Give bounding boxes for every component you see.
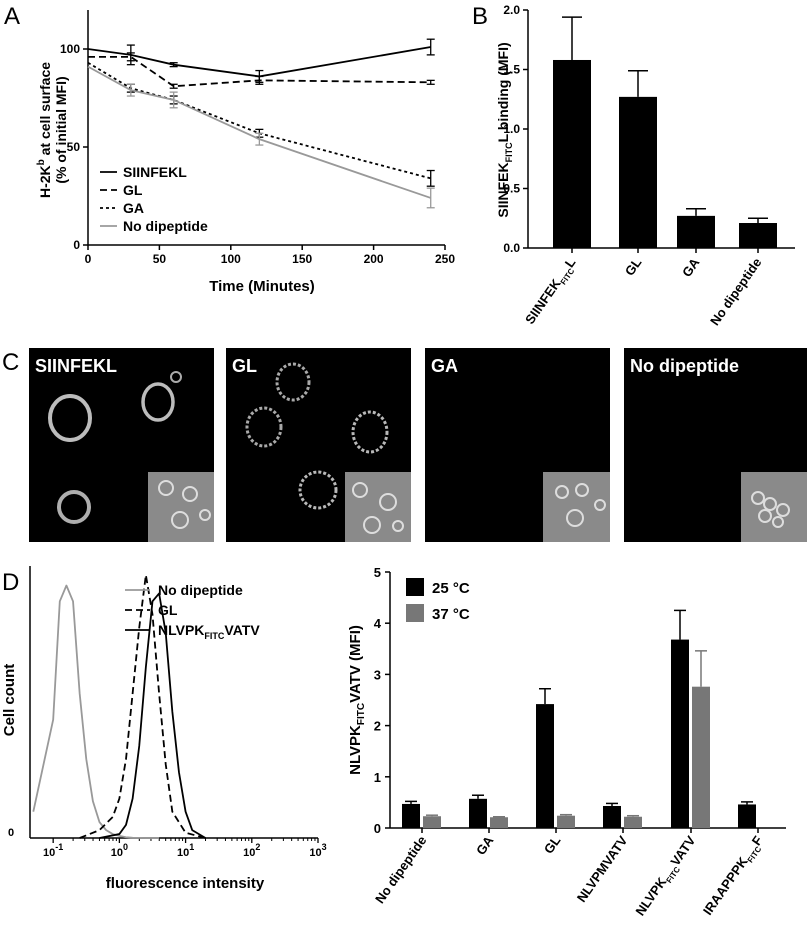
panel-b-bar: [619, 96, 657, 249]
panel-c-micrographs: SIINFEKL GL GA: [29, 348, 807, 542]
panel-d-hist-legend-label: NLVPKFITCVATV: [158, 622, 260, 641]
panel-a-xtick-label: 250: [435, 252, 455, 266]
panel-a-xtick-label: 50: [153, 252, 167, 266]
panel-a-xtick-label: 200: [364, 252, 384, 266]
panel-d-bar-legend-label: 37 °C: [432, 606, 470, 623]
panel-d-hist-xtick-label: 102: [243, 842, 260, 859]
panel-d-bar: [423, 816, 441, 828]
panel-d-bar-ytick-label: 2: [374, 719, 381, 734]
panel-d-bar-ytick-label: 1: [374, 770, 381, 785]
panel-b-bar: [739, 223, 777, 248]
panel-a-legend: SIINFEKL GL GA No dipeptide: [100, 164, 208, 234]
panel-b-ytick-label: 0.0: [503, 241, 520, 255]
panel-d-bar: [624, 816, 642, 828]
panel-b-category-label: No dipeptide: [707, 255, 764, 328]
panel-d-temperature-bar-chart: 0 1 2 3 4 5 NLVPKFITCVATV (MFI) No dipeptide G…: [347, 565, 786, 920]
micrograph-no-dipeptide-label: No dipeptide: [630, 356, 739, 376]
panel-d-hist-xtick-label: 103: [309, 842, 326, 859]
panel-d-histogram: 10-1 100 101 102 103 Cell count 0 fluorescen…: [1, 566, 327, 892]
panel-d-bar-category-label: GL: [541, 833, 564, 856]
panel-a-ytick-label: 100: [60, 42, 80, 56]
panel-b-binding-bar-chart: 0.0 0.5 1.0 1.5 2.0 SIINFEKFITCL binding (MF…: [495, 3, 795, 328]
panel-d-bar-ytick-label: 4: [374, 616, 382, 631]
panel-a-xtick-label: 0: [85, 252, 92, 266]
panel-d-hist-xtick-label: 100: [111, 842, 128, 859]
panel-d-bar-legend-swatch: [406, 578, 424, 596]
panel-a-legend-label: SIINFEKL: [123, 164, 187, 180]
panel-a-xtick-label: 150: [292, 252, 312, 266]
panel-d-bar-ytick-label: 0: [374, 821, 381, 836]
panel-letter-b: B: [472, 3, 488, 30]
panel-d-bar: [536, 704, 554, 828]
panel-d-bar-legend: 25 °C 37 °C: [406, 578, 470, 623]
panel-a-ylabel-line2: (% of initial MFI): [53, 76, 69, 183]
panel-d-bar-category-label: No dipeptide: [372, 833, 429, 906]
panel-d-bar: [603, 805, 621, 828]
panel-d-bar: [692, 686, 710, 828]
panel-d-hist-series-line: [99, 592, 206, 839]
panel-d-bar-category-label: NLVPKFITCVATV: [632, 833, 701, 920]
micrograph-ga-label: GA: [431, 356, 458, 376]
micrograph-ga-inset: [543, 472, 610, 542]
micrograph-gl: GL: [226, 348, 411, 542]
panel-a-legend-label: GA: [123, 200, 144, 216]
panel-d-bar-legend-swatch: [406, 604, 424, 622]
panel-b-ytick-label: 1.5: [503, 63, 520, 77]
panel-d-hist-legend-label: GL: [158, 602, 178, 618]
panel-d-hist-series-line: [32, 584, 160, 839]
panel-b-bar: [677, 215, 715, 248]
panel-d-bar: [671, 639, 689, 828]
panel-a-legend-label: No dipeptide: [123, 218, 208, 234]
micrograph-siinfekl-inset: [148, 472, 214, 542]
panel-d-bar-ylabel: NLVPKFITCVATV (MFI): [347, 625, 367, 775]
panel-a-legend-label: GL: [123, 182, 143, 198]
micrograph-gl-label: GL: [232, 356, 257, 376]
panel-d-bar: [557, 815, 575, 828]
panel-a-ytick-label: 0: [73, 238, 80, 252]
panel-b-ytick-label: 2.0: [503, 3, 520, 17]
panel-b-ytick-label: 1.0: [503, 122, 520, 136]
panel-d-bar: [738, 804, 756, 828]
panel-d-bar-ytick-label: 3: [374, 667, 381, 682]
panel-b-category-label: GA: [679, 255, 703, 280]
panel-letter-c: C: [2, 349, 19, 376]
panel-b-bar: [553, 59, 591, 249]
panel-d-hist-xlabel: fluorescence intensity: [106, 875, 265, 892]
panel-a-xlabel: Time (Minutes): [209, 278, 315, 295]
panel-b-ytick-label: 0.5: [503, 182, 520, 196]
panel-d-hist-legend-label: No dipeptide: [158, 582, 243, 598]
micrograph-siinfekl: SIINFEKL: [29, 348, 214, 542]
panel-d-bar-category-label: GA: [473, 833, 497, 858]
panel-d-hist-xtick-label: 10-1: [43, 842, 63, 859]
panel-d-hist-series-line: [79, 574, 206, 839]
panel-d-bar-legend-label: 25 °C: [432, 580, 470, 597]
panel-d-hist-xtick-label: 101: [177, 842, 194, 859]
panel-d-hist-ylabel: Cell count: [1, 664, 18, 737]
micrograph-no-dipeptide-inset: [741, 472, 807, 542]
panel-d-bar: [469, 798, 487, 828]
panel-a-ytick-label: 50: [67, 140, 81, 154]
panel-a-time-course-chart: 0 50 100 150 200 250 0 50 100 H-2Kb at cell surf…: [36, 10, 455, 295]
micrograph-siinfekl-label: SIINFEKL: [35, 356, 117, 376]
panel-b-category-label: SIINFEKFITCL: [522, 255, 581, 328]
panel-a-ylabel-line1: H-2Kb at cell surface: [36, 62, 53, 198]
panel-letter-a: A: [4, 3, 20, 30]
panel-b-category-label: GL: [622, 255, 645, 278]
panel-d-bar-category-label: IRAAPPPKFITCF: [700, 833, 768, 919]
micrograph-ga: GA: [425, 348, 610, 542]
panel-letter-d: D: [2, 569, 19, 596]
panel-a-xtick-label: 100: [221, 252, 241, 266]
panel-d-hist-ytick-0: 0: [8, 827, 14, 839]
panel-d-hist-legend: No dipeptide GL NLVPKFITCVATV: [125, 582, 260, 641]
panel-d-bar-category-label: NLVPMVATV: [574, 833, 631, 905]
panel-b-ylabel: SIINFEKFITCL binding (MFI): [495, 42, 514, 217]
micrograph-no-dipeptide: No dipeptide: [624, 348, 807, 542]
panel-d-bar-ytick-label: 5: [374, 565, 381, 580]
panel-d-bar: [402, 803, 420, 828]
panel-d-bar: [490, 817, 508, 828]
